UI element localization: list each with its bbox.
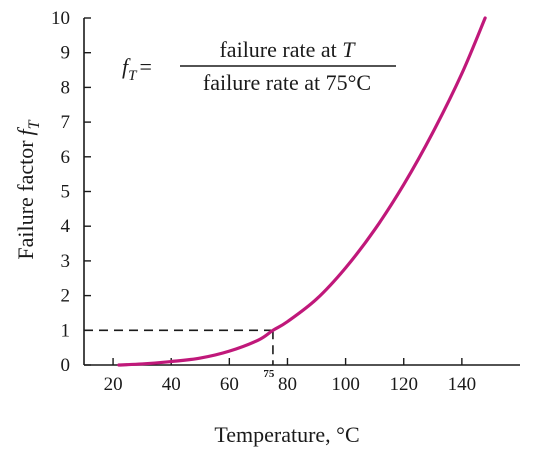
series-layer xyxy=(117,16,487,367)
failure-factor-curve xyxy=(117,16,487,367)
ticks: 0 1 2 3 4 5 6 7 8 9 10 20 40 60 80 100 120 140 xyxy=(51,8,476,395)
formula-numerator-var: T xyxy=(342,37,356,62)
x-tick-label: 80 xyxy=(278,374,297,395)
formula-annotation: fT = failure rate at T failure rate at 75… xyxy=(122,37,396,95)
x-axis-title: Temperature, °C xyxy=(214,422,359,447)
x-tick-label: 40 xyxy=(162,374,181,395)
y-tick-label: 4 xyxy=(61,216,71,237)
x-tick-label: 120 xyxy=(389,374,418,395)
formula-lhs-subscript: T xyxy=(128,68,138,84)
y-axis-title-symbol: f xyxy=(13,126,38,135)
y-tick-label: 7 xyxy=(61,112,71,133)
y-tick-label: 1 xyxy=(61,320,71,341)
y-axis-title-subscript: T xyxy=(26,119,43,129)
x-tick-label: 20 xyxy=(104,374,123,395)
formula-denominator: failure rate at 75°C xyxy=(203,70,371,95)
formula-equals: = xyxy=(139,54,151,79)
formula-numerator: failure rate at T xyxy=(219,37,356,62)
x-tick-label: 140 xyxy=(448,374,477,395)
formula-lhs-symbol: f xyxy=(122,54,131,79)
y-tick-label: 9 xyxy=(61,43,71,64)
y-tick-label: 10 xyxy=(51,8,70,29)
reference-x-label: 75 xyxy=(263,368,275,380)
y-tick-label: 5 xyxy=(61,182,71,203)
y-tick-label: 6 xyxy=(61,147,71,168)
y-tick-label: 3 xyxy=(61,251,71,272)
y-tick-label: 0 xyxy=(61,355,71,376)
formula-numerator-text: failure rate at xyxy=(219,37,342,62)
y-tick-label: 2 xyxy=(61,286,71,307)
y-tick-label: 8 xyxy=(61,77,71,98)
y-axis-title: Failure factor fT xyxy=(13,119,43,259)
x-tick-label: 60 xyxy=(220,374,239,395)
y-axis-title-text: Failure factor xyxy=(13,140,38,260)
reference-lines: 75 xyxy=(84,329,275,380)
formula-lhs: fT = xyxy=(122,54,152,84)
x-tick-label: 100 xyxy=(331,374,360,395)
